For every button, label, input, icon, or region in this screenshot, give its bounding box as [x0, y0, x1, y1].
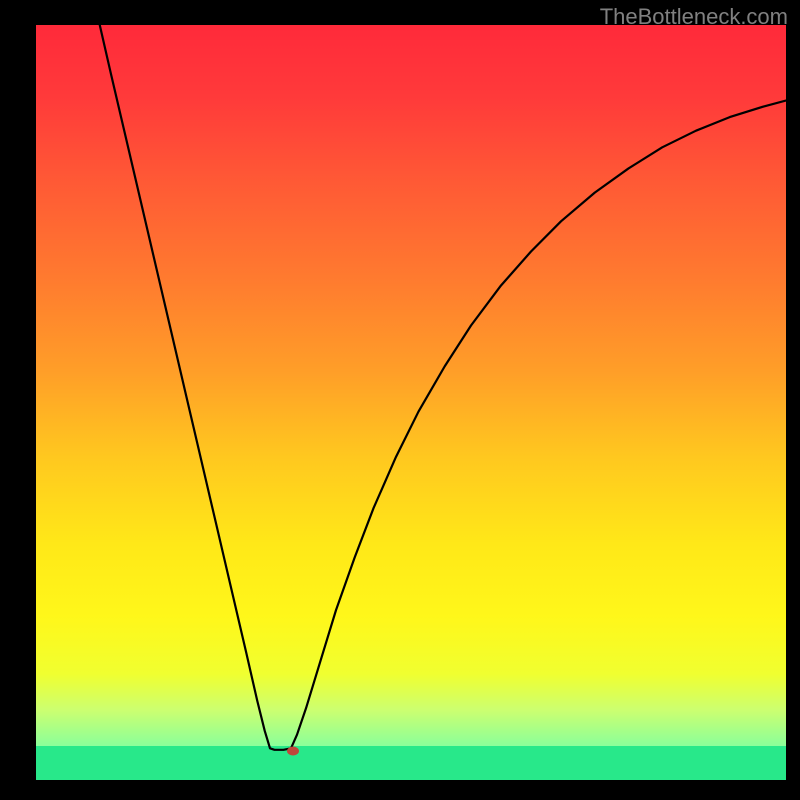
- curve-svg: [36, 25, 786, 780]
- bottleneck-curve: [100, 25, 786, 750]
- chart-plot-area: [36, 25, 786, 780]
- watermark-text: TheBottleneck.com: [600, 4, 788, 30]
- min-point-marker: [287, 747, 299, 756]
